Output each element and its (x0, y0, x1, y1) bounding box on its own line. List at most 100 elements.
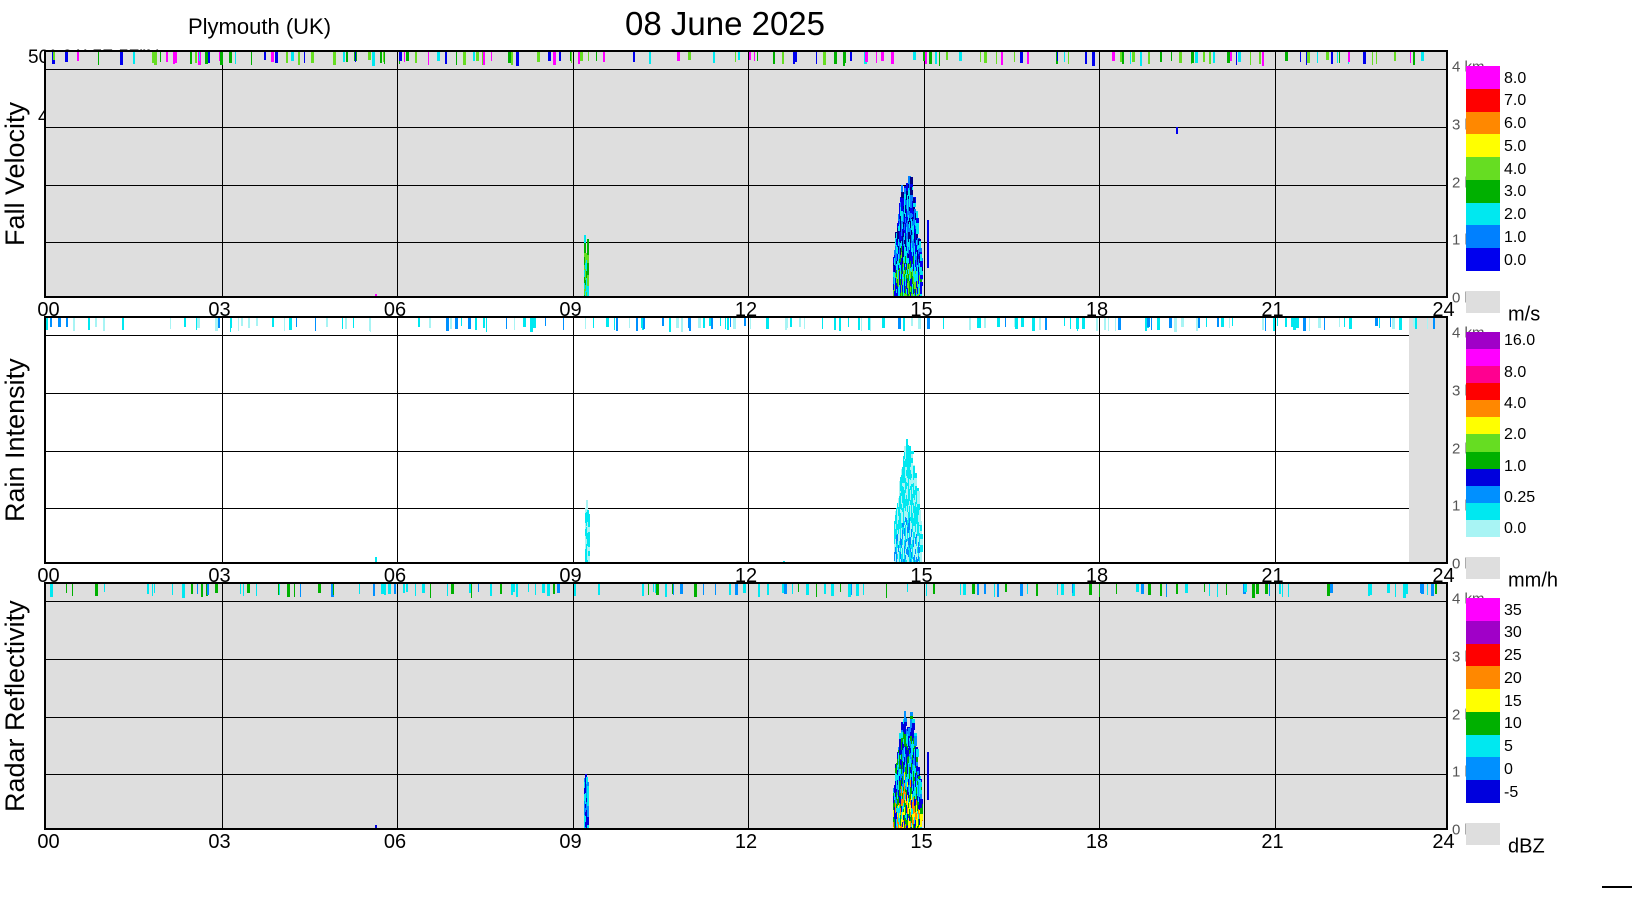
data-pixel (295, 318, 297, 328)
data-pixel (1343, 318, 1345, 328)
data-pixel (154, 584, 156, 593)
gridline-horizontal (46, 774, 1446, 776)
data-pixel (1330, 584, 1334, 593)
data-pixel (1420, 584, 1424, 595)
data-pixel (587, 255, 590, 263)
data-pixel (169, 318, 171, 329)
gridline-vertical (1099, 584, 1100, 828)
colorbar-tick-label: 15 (1504, 692, 1522, 710)
data-pixel (237, 318, 239, 331)
data-pixel (1168, 318, 1172, 328)
data-pixel (585, 263, 588, 269)
data-pixel (904, 460, 907, 469)
data-pixel (927, 318, 931, 329)
data-pixel (1204, 584, 1206, 593)
data-pixel (46, 318, 49, 330)
data-pixel (422, 584, 426, 593)
data-pixel (677, 52, 681, 62)
data-pixel (920, 799, 924, 805)
colorbar-segment (1466, 598, 1500, 621)
plot-panel-rain-intensity[interactable] (44, 316, 1448, 564)
gridline-vertical (397, 584, 398, 828)
data-pixel (903, 452, 906, 457)
data-pixel (587, 805, 590, 812)
colorbar-segment (1466, 451, 1500, 469)
gridline-vertical (923, 318, 925, 562)
data-pixel (279, 584, 281, 595)
data-pixel (927, 235, 929, 240)
data-pixel (901, 204, 904, 212)
colorbar-segment (1466, 88, 1500, 112)
gridline-vertical (748, 584, 749, 828)
data-pixel (744, 318, 747, 327)
data-pixel (1021, 318, 1025, 328)
data-pixel (927, 240, 929, 245)
data-pixel (1386, 584, 1390, 593)
data-pixel (596, 52, 598, 62)
data-pixel (927, 767, 929, 772)
data-pixel (72, 584, 74, 597)
data-pixel (499, 584, 502, 594)
data-pixel (927, 763, 929, 768)
gridline-vertical (221, 584, 223, 828)
data-pixel (483, 52, 486, 65)
data-pixel (121, 318, 124, 330)
x-axis-tick-label: 18 (1085, 299, 1109, 321)
data-pixel (318, 584, 322, 593)
data-pixel (428, 52, 430, 65)
colorbar-segment (1466, 202, 1500, 226)
data-pixel (341, 318, 343, 329)
data-pixel (615, 318, 618, 331)
data-pixel (587, 785, 590, 792)
data-pixel (920, 819, 923, 828)
data-pixel (919, 531, 922, 535)
data-pixel (919, 544, 923, 552)
colorbar-nodata-swatch (1466, 557, 1500, 579)
data-pixel (505, 318, 507, 330)
plot-area-fall-velocity (46, 52, 1446, 296)
data-pixel (274, 52, 278, 63)
page-title: 08 June 2025 (624, 5, 825, 42)
gridline-vertical (748, 318, 749, 562)
colorbar-segment (1466, 434, 1500, 452)
data-pixel (1157, 318, 1161, 331)
data-pixel (585, 275, 588, 280)
data-pixel (927, 776, 929, 781)
data-pixel (240, 318, 243, 327)
data-pixel (491, 52, 493, 62)
data-pixel (1004, 584, 1007, 593)
data-pixel (920, 253, 923, 261)
data-pixel (314, 318, 316, 332)
data-pixel (461, 318, 463, 327)
colorbar-segment (1466, 349, 1500, 367)
data-pixel (587, 274, 590, 282)
data-pixel (1217, 584, 1219, 598)
data-pixel (1338, 318, 1340, 327)
data-pixel (911, 719, 915, 723)
data-pixel (586, 266, 589, 271)
data-pixel (587, 547, 590, 552)
data-pixel (239, 584, 241, 595)
data-pixel (587, 245, 590, 250)
data-pixel (587, 294, 590, 296)
gridline-vertical (572, 318, 574, 562)
data-pixel (1324, 318, 1326, 331)
plot-panel-fall-velocity[interactable] (44, 50, 1448, 298)
data-pixel (1194, 52, 1198, 64)
data-pixel (584, 318, 586, 329)
plot-panel-radar-reflectivity[interactable] (44, 582, 1448, 830)
colorbar-tick-label: 1.0 (1504, 457, 1527, 475)
colorbar-segment (1466, 111, 1500, 135)
colorbar-tick-label: -5 (1504, 783, 1519, 801)
data-pixel (927, 792, 929, 797)
data-pixel (910, 453, 913, 459)
data-pixel (1303, 318, 1307, 331)
data-pixel (927, 256, 929, 261)
data-pixel (1390, 318, 1392, 328)
data-pixel (311, 52, 315, 63)
data-pixel (915, 210, 918, 218)
data-pixel (229, 318, 232, 329)
data-pixel (587, 267, 590, 275)
data-pixel (919, 789, 922, 795)
data-pixel (1325, 52, 1329, 61)
